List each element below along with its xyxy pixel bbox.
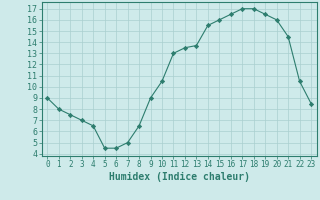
X-axis label: Humidex (Indice chaleur): Humidex (Indice chaleur): [109, 172, 250, 182]
